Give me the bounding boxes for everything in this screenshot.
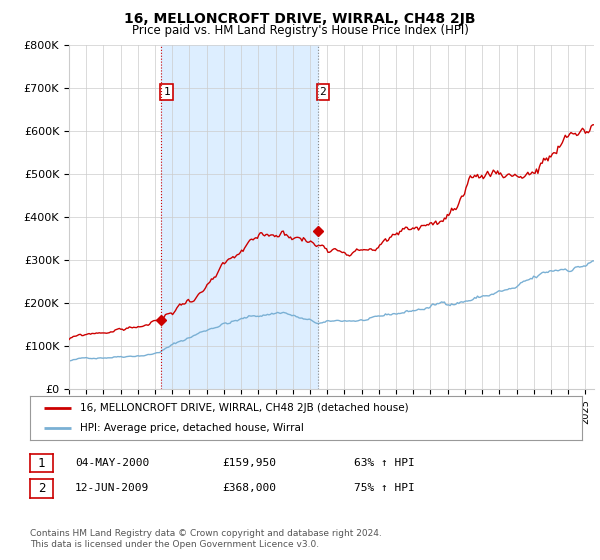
Text: HPI: Average price, detached house, Wirral: HPI: Average price, detached house, Wirr… [80,423,304,433]
Text: Price paid vs. HM Land Registry's House Price Index (HPI): Price paid vs. HM Land Registry's House … [131,24,469,37]
Text: 1: 1 [163,87,170,97]
Bar [161,45,318,389]
Text: 2: 2 [320,87,326,97]
Text: 2: 2 [38,482,45,495]
Text: 1: 1 [38,456,45,470]
Text: 63% ↑ HPI: 63% ↑ HPI [354,458,415,468]
Text: 75% ↑ HPI: 75% ↑ HPI [354,483,415,493]
Text: 12-JUN-2009: 12-JUN-2009 [75,483,149,493]
Text: 04-MAY-2000: 04-MAY-2000 [75,458,149,468]
Text: £159,950: £159,950 [222,458,276,468]
Text: 16, MELLONCROFT DRIVE, WIRRAL, CH48 2JB: 16, MELLONCROFT DRIVE, WIRRAL, CH48 2JB [124,12,476,26]
Text: £368,000: £368,000 [222,483,276,493]
Text: Contains HM Land Registry data © Crown copyright and database right 2024.
This d: Contains HM Land Registry data © Crown c… [30,529,382,549]
Text: 16, MELLONCROFT DRIVE, WIRRAL, CH48 2JB (detached house): 16, MELLONCROFT DRIVE, WIRRAL, CH48 2JB … [80,403,409,413]
